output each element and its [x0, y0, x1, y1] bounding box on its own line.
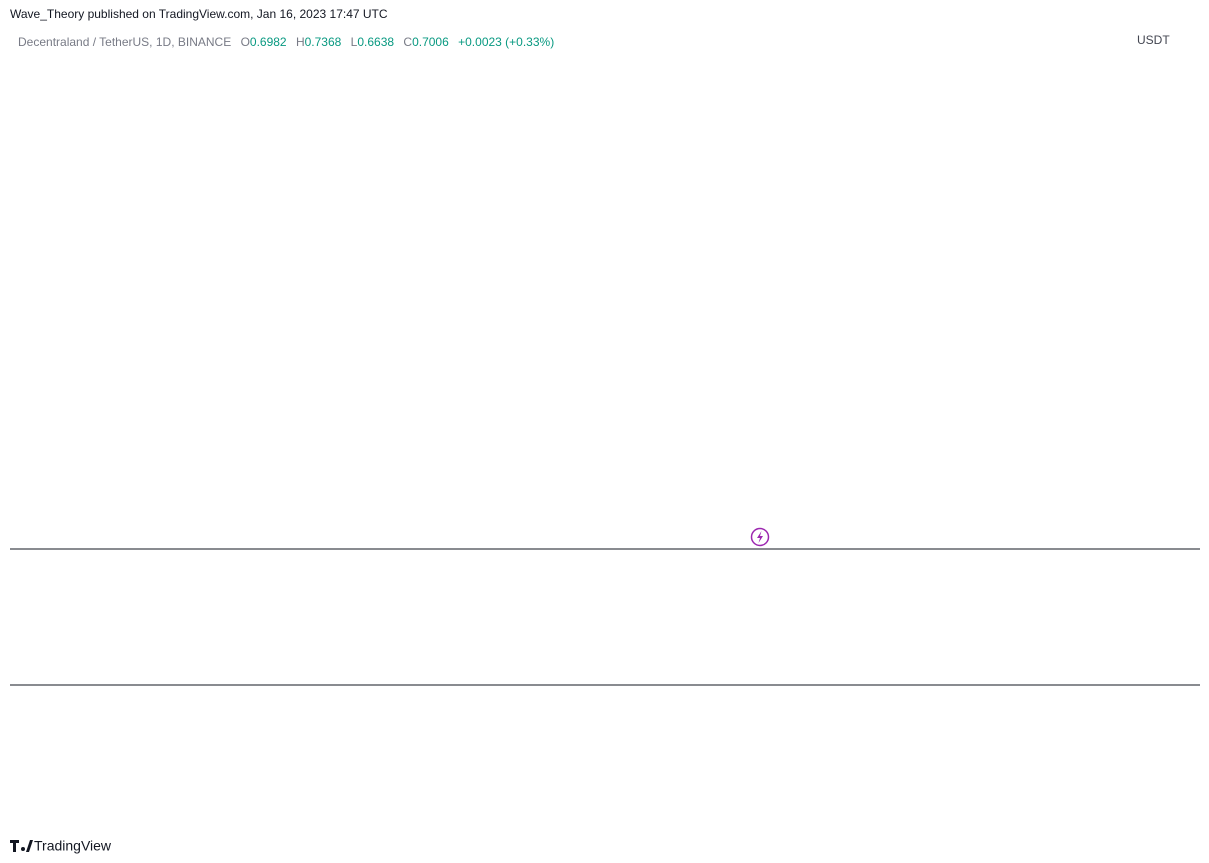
publisher: Wave_Theory published on TradingView.com…	[10, 7, 388, 21]
currency: USDT	[1137, 33, 1170, 47]
legend-key: H	[296, 35, 305, 49]
alert-icon[interactable]	[750, 527, 770, 547]
legend-key: O	[241, 35, 250, 49]
legend-value: 0.7006	[412, 35, 449, 49]
legend-value: 0.6982	[250, 35, 287, 49]
legend-key: C	[403, 35, 412, 49]
logo-text: TradingView	[34, 838, 112, 854]
footer-logo: TradingView	[10, 838, 112, 854]
legend-value: 0.6638	[357, 35, 394, 49]
legend: Decentraland / TetherUS, 1D, BINANCE O0.…	[18, 35, 554, 49]
legend-change: +0.0023 (+0.33%)	[458, 35, 554, 49]
legend-value: 0.7368	[305, 35, 342, 49]
symbol-title: Decentraland / TetherUS, 1D, BINANCE	[18, 35, 231, 49]
legend-key: L	[351, 35, 358, 49]
